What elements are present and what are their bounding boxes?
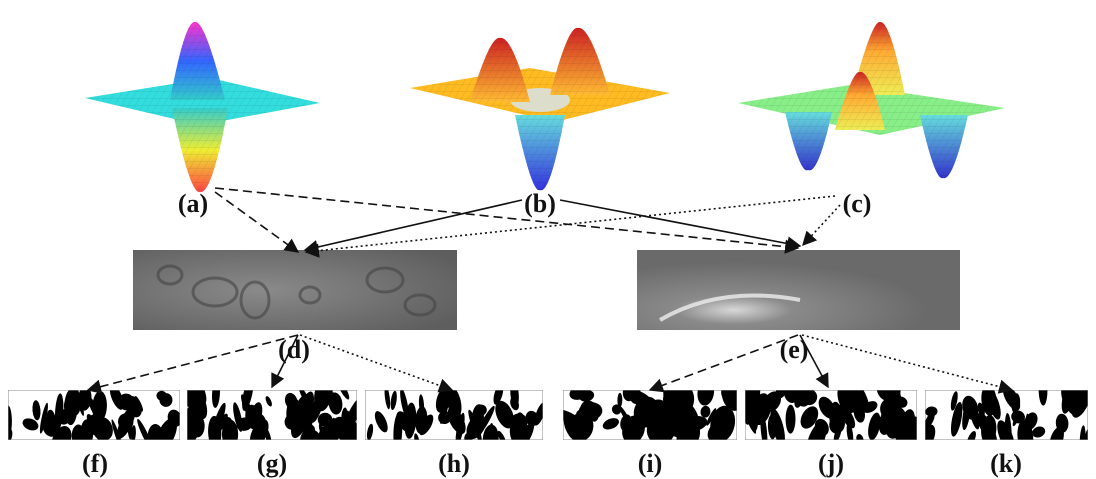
blob	[815, 420, 825, 450]
binary-image	[2, 379, 183, 456]
label: (a)	[178, 189, 208, 218]
binary-image	[553, 374, 746, 455]
page: {"labels": ["(a)", "(b)", "(c)", "(d)", …	[0, 0, 1096, 479]
arrow	[306, 196, 835, 252]
label: (g)	[257, 449, 287, 478]
binary-image	[365, 380, 548, 454]
binary-image	[741, 374, 924, 458]
arrow	[560, 200, 800, 246]
label: (i)	[638, 449, 663, 478]
label: (f)	[82, 449, 108, 478]
surface-c	[738, 22, 1005, 178]
arrow	[88, 335, 298, 390]
image-e	[637, 250, 960, 330]
binary-image	[913, 374, 1096, 455]
arrow	[215, 192, 298, 252]
arrow	[300, 335, 452, 390]
arrow	[305, 200, 522, 250]
arrow	[803, 205, 840, 245]
label: (e)	[780, 335, 809, 364]
label: (k)	[990, 449, 1022, 478]
blob	[159, 393, 172, 407]
arrow	[215, 188, 798, 248]
figure: (a) (b) (c) (d) (e) (f) (g) (h) (i) (j) …	[0, 0, 1096, 479]
label: (j)	[818, 449, 844, 478]
label: (h)	[438, 449, 470, 478]
arrow	[802, 335, 1012, 390]
surface-b	[410, 28, 670, 190]
label: (d)	[278, 335, 310, 364]
image-d	[133, 250, 457, 330]
blob	[222, 420, 238, 449]
label: (b)	[524, 189, 556, 218]
surface-a	[85, 22, 320, 192]
binary-images	[2, 371, 1095, 458]
label: (c)	[843, 189, 872, 218]
arrow	[650, 335, 798, 390]
